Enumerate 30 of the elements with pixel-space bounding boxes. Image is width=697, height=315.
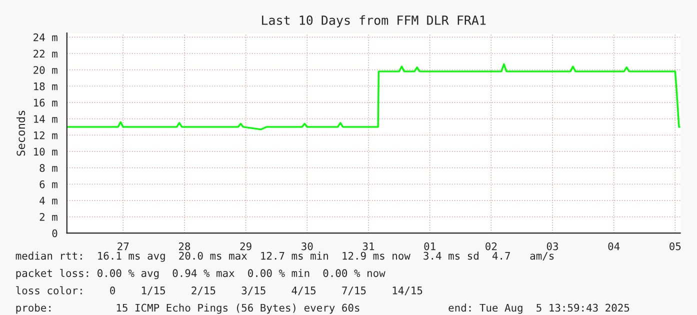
x-tick-label: 03 (546, 242, 558, 250)
y-tick-label: 10 m (34, 148, 58, 156)
chart-title: Last 10 Days from FFM DLR FRA1 (262, 15, 486, 28)
y-tick-label: 8 m (40, 164, 58, 172)
x-tick-label: 01 (424, 242, 436, 250)
y-tick-label: 4 m (40, 196, 58, 204)
x-tick-label: 29 (240, 242, 252, 250)
y-tick-label: 6 m (40, 180, 58, 188)
text: median rtt: 16.1 ms avg 20.0 ms max 12.7 ms min 12.9 ms now 3.4 ms sd 4.7 am/s (16, 252, 554, 262)
y-tick-label: 14 m (34, 115, 58, 123)
y-tick-label: 18 m (34, 82, 58, 90)
y-tick-label: 12 m (34, 131, 58, 140)
text: packet loss: 0.00 % avg 0.94 % max 0.00 % min 0.00 % now (16, 268, 386, 280)
x-tick-label: 02 (486, 242, 497, 250)
y-tick-label: 20 m (34, 66, 58, 74)
y-tick-label: 0 (52, 229, 58, 238)
x-tick-label: 04 (608, 242, 620, 250)
y-tick-label: 24 m (34, 33, 58, 42)
y-tick-label: 2 m (40, 213, 58, 221)
text: loss color: 0 1/15 2/15 3/15 4/15 7/15 14/15 (16, 286, 422, 296)
x-tick-label: 30 (302, 242, 313, 250)
x-tick-label: 28 (178, 242, 190, 250)
text: probe: 15 ICMP Echo Pings (56 Bytes) every 60s end: Tue Aug 5 13:59:43 2025 (16, 304, 630, 314)
x-tick-label: 31 (362, 242, 374, 250)
x-tick-label: 05 (670, 242, 681, 250)
y-tick-label: 16 m (34, 98, 58, 107)
line-series (66, 63, 680, 130)
y-axis-title: Seconds (16, 110, 26, 156)
x-tick-label: 27 (118, 242, 129, 250)
y-tick-label: 22 m (34, 50, 58, 58)
